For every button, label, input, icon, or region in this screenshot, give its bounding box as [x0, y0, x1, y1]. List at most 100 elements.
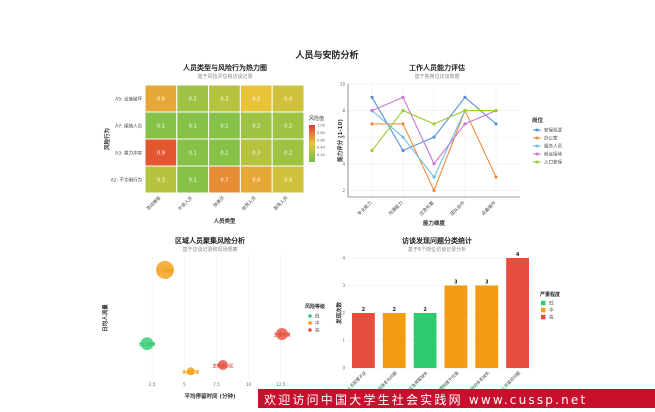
heatmap-cell	[239, 165, 273, 194]
scatter-x-tick: 12.5	[276, 382, 286, 387]
scatter-point	[186, 367, 195, 376]
bar-y-tick: 4	[342, 256, 345, 261]
line-point	[401, 135, 405, 139]
heatmap-cell-label: 0.4	[284, 178, 292, 184]
line-point	[494, 175, 498, 179]
watermark-text: 欢迎访问中国大学生社会实践网 www.cussp.net	[264, 393, 588, 407]
heatmap-cell	[271, 111, 305, 140]
bar-y-tick: 2	[342, 311, 345, 316]
heatmap-cell-label: 0.2	[284, 124, 292, 130]
colorbar-tick: 0.60	[317, 138, 325, 142]
heatmap-cell-label: 0.6	[252, 178, 260, 184]
scatter-x-tick: 7.5	[213, 382, 220, 387]
line-y-tick: 4	[342, 161, 345, 166]
heatmap-subtitle: 基于风险评估和访谈记录	[197, 73, 252, 80]
heatmap-y-tick: A7: 尾随人员	[115, 123, 142, 130]
heatmap-cell-label: 0.1	[189, 151, 197, 157]
heatmap-cell-label: 0.1	[221, 151, 229, 157]
line-subtitle: 基于各岗位访谈数据	[414, 73, 459, 80]
line-point	[432, 175, 436, 179]
heatmap-cell-label: 0.3	[221, 97, 229, 103]
scatter-x-tick: 10	[246, 382, 252, 387]
scatter-legend-label: 高	[315, 327, 320, 334]
heatmap-cell	[176, 138, 210, 167]
bar-y-tick: 1	[342, 338, 345, 343]
line-legend-title: 岗位	[532, 116, 544, 124]
scatter-legend-label: 中	[315, 320, 320, 327]
bar-value-label: 4	[516, 252, 520, 258]
bar	[444, 285, 468, 368]
heatmap-cell	[239, 138, 273, 167]
scatter-y-label: 日均人流量	[101, 304, 109, 332]
scatter-point	[140, 337, 154, 351]
scatter-legend-label: 低	[315, 313, 320, 320]
heatmap-cell	[176, 165, 210, 194]
bar-legend-label: 低	[549, 300, 554, 307]
heatmap-cell	[144, 165, 178, 194]
heatmap-x-tick: 流动摊贩	[145, 194, 163, 212]
heatmap-title: 人员类型与风险行为热力图	[183, 63, 267, 72]
line-point	[370, 148, 374, 153]
watermark-banner: 欢迎访问中国大学生社会实践网 www.cussp.net	[258, 389, 655, 408]
bar-value-label: 3	[454, 280, 458, 286]
line-point	[370, 108, 374, 113]
scatter-subtitle: 基于访谈记录和现场观察	[182, 246, 237, 253]
colorbar-tick: 0.40	[317, 146, 325, 150]
line-x-tick: 团队协作	[449, 199, 467, 217]
line-point	[463, 108, 467, 113]
heatmap-cell-label: 0.2	[284, 151, 292, 157]
line-point	[432, 135, 436, 139]
line-legend-label: 前台接待	[544, 151, 562, 158]
heatmap-y-tick: A5: 设施破坏	[115, 96, 142, 103]
line-y-label: 能力评分 (1-10)	[336, 119, 344, 162]
bar-legend-title: 严重程度	[539, 291, 561, 298]
line-point	[370, 95, 374, 99]
scatter-point-label: 休息区域	[181, 368, 200, 375]
heatmap-cell-label: 0.9	[157, 151, 165, 157]
heatmap-cell-label: 0.1	[189, 178, 197, 184]
scatter-legend-marker	[308, 314, 312, 318]
bar	[413, 313, 437, 368]
bar	[475, 285, 499, 368]
scatter-point-label: 出口通道	[139, 341, 157, 348]
bar-y-tick: 0	[342, 366, 345, 371]
line-x-tick: 设备操作	[480, 199, 498, 217]
bar-legend-swatch	[541, 300, 546, 306]
heatmap-y-label: 风险行为	[103, 128, 111, 151]
line-x-tick: 应急处置	[418, 199, 436, 217]
line-legend-marker	[535, 136, 539, 140]
line-point	[401, 122, 405, 126]
line-chart: 工作人员能力评估基于各岗位访谈数据 2 4 6 8 10 专业能力 沟通能力 应急处置 团队协作设…	[336, 63, 562, 227]
page-title: 人员与安防分析	[294, 49, 358, 61]
bar-chart: 访谈发现问题分类统计基于6个岗位访谈记录分析012342人员配置不足2设施老化问…	[335, 236, 561, 398]
line-point	[494, 108, 498, 113]
bar-value-label: 2	[362, 307, 366, 313]
line-legend-marker	[535, 144, 539, 148]
heatmap-cell-label: 0.5	[252, 97, 260, 103]
scatter-point-label: 主楼核心区	[212, 362, 234, 369]
scatter-point-label: 人口高密	[156, 267, 175, 274]
colorbar-tick: 0.20	[317, 153, 325, 157]
heatmap-cell-label: 0.3	[252, 151, 260, 157]
line-point	[463, 95, 467, 99]
bar-legend-label: 中	[549, 307, 554, 314]
bar-value-label: 3	[485, 280, 489, 286]
scatter-point-label: 主要街道	[274, 331, 292, 338]
line-y-tick: 6	[342, 135, 345, 140]
bar-y-label: 发现次数	[335, 302, 343, 326]
heatmap-cell-label: 0.4	[284, 97, 292, 103]
line-point	[432, 122, 436, 126]
bar-title: 访谈发现问题分类统计	[402, 236, 472, 245]
colorbar	[309, 125, 315, 162]
heatmap-cell	[144, 111, 178, 140]
line-title: 工作人员能力评估	[409, 63, 465, 72]
colorbar-tick: 1.00	[317, 124, 325, 128]
scatter-point	[217, 359, 228, 370]
scatter-title: 区域人员聚集风险分析	[175, 236, 245, 245]
heatmap-x-tick: 拾荒人员	[240, 194, 258, 212]
bar	[382, 313, 406, 368]
heatmap-cell	[208, 111, 241, 140]
bar-value-label: 2	[393, 307, 397, 313]
